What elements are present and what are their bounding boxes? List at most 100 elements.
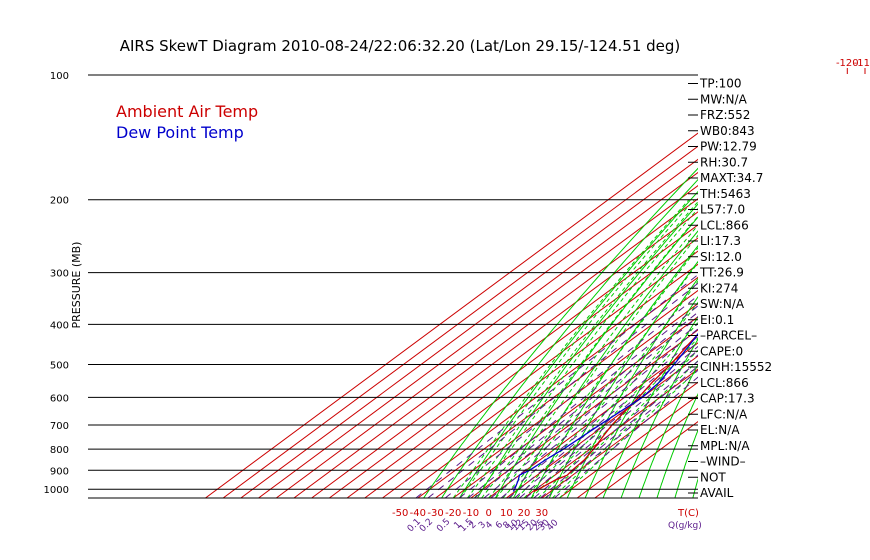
dry-adiabat [494,216,698,498]
mixing-ratio-label: 0.2 [418,517,435,534]
pressure-tick-700: 700 [50,421,69,432]
moist-adiabat [523,301,698,498]
mixing-ratio-line [415,274,698,498]
isotherm [311,211,698,498]
dry-adiabat [459,190,698,498]
index-entry: MPL:N/A [700,439,750,453]
index-entry: AVAIL [700,486,734,500]
pressure-tick-900: 900 [50,466,69,477]
index-entry: EL:N/A [700,423,740,437]
moist-adiabat [459,199,695,498]
isotherm [329,224,698,498]
mixing-ratio-label: 1 [452,520,463,531]
bottom-tick-label: 20 [518,508,531,519]
plot-area [205,75,870,498]
index-entry: SI:12.0 [700,250,742,264]
index-entry: –WIND– [700,455,746,469]
pressure-axis: 100 200 300 400 500 600 700 800 900 1000 [44,71,69,496]
top-tick-label: -120 [836,58,859,69]
mixing-ratio-line [467,311,698,498]
mixing-ratio-line [444,294,698,498]
mixing-ratio-line [427,282,698,498]
dry-adiabat [638,363,698,498]
bottom-tick-label: 10 [500,508,513,519]
isobar-lines [88,74,698,499]
isotherm [594,420,698,498]
legend-dew-point-temp: Dew Point Temp [116,123,244,142]
bottom-tick-label: -10 [463,508,479,519]
mixing-ratio-line [483,323,698,498]
moist-adiabat [509,262,698,498]
index-entry: NOT [700,470,726,484]
bottom-tick-label: -40 [410,508,426,519]
pressure-tick-800: 800 [50,445,69,456]
pressure-tick-1000: 1000 [44,485,69,496]
moist-adiabat [530,321,698,498]
isotherm [399,276,698,498]
dry-adiabat [602,316,698,498]
mixing-ratio-label: 3 [477,520,488,531]
moist-adiabat [467,201,698,498]
mixing-ratio-label: 6 [494,520,505,531]
moist-adiabat [516,280,698,498]
isotherm [576,407,698,498]
isotherm [258,171,698,498]
bottom-tick-label: -20 [445,508,461,519]
moist-adiabat [481,215,698,498]
dry-adiabat [801,75,870,498]
moist-adiabat [488,224,698,498]
mixing-ratio-line [514,345,698,498]
index-entry: EI:0.1 [700,313,734,327]
dry-adiabat [530,244,698,498]
mixing-ratio-unit: Q(g/kg) [668,521,702,531]
moist-adiabat [474,207,698,498]
index-entry: KI:274 [700,281,738,295]
index-entry: FRZ:552 [700,108,750,122]
dry-adiabat [620,338,698,498]
index-entry: SW:N/A [700,297,745,311]
pressure-tick-500: 500 [50,361,69,372]
mixing-ratio-line [500,335,698,498]
index-entry: TP:100 [699,77,742,91]
top-temperature-axis: -120-110-100-90-80-70-60-50-40 [836,58,870,74]
index-entry: WB0:843 [700,124,755,138]
pressure-tick-600: 600 [50,393,69,404]
index-entry: LCL:866 [700,218,749,232]
bottom-axis-unit: T(C) [677,508,699,519]
index-entry: LI:17.3 [700,234,741,248]
mixing-ratio-line [490,328,698,498]
index-entry: LFC:N/A [700,407,748,421]
mixing-ratio-label: 40 [545,518,560,533]
mixing-ratio-label: 4 [484,520,495,531]
bottom-tick-label: -50 [392,508,408,519]
dry-adiabat [423,167,698,498]
dry-adiabat [819,75,870,498]
chart-title: AIRS SkewT Diagram 2010-08-24/22:06:32.2… [120,37,681,55]
mixing-ratio-label: 2 [468,520,479,531]
mixing-ratio-line [508,341,698,498]
pressure-tick-400: 400 [50,320,69,331]
isotherm [293,198,698,498]
top-tick-label: -110 [854,58,870,69]
dry-adiabat [837,75,870,498]
dry-adiabat [656,392,698,498]
moist-adiabat [544,349,698,498]
bottom-tick-label: 30 [535,508,548,519]
dry-adiabat [441,178,698,498]
index-entry: CINH:15552 [700,360,772,374]
series-line-ambient-air-temp [533,333,698,493]
isotherm [382,263,698,498]
dry-adiabat [566,277,698,498]
isotherm [559,394,698,498]
index-entry: CAP:17.3 [700,392,755,406]
isotherm [417,289,698,498]
index-entry: –PARCEL– [700,329,757,343]
isotherm [435,302,698,498]
moist-adiabat [502,246,698,498]
pressure-tick-100: 100 [50,71,69,82]
mixing-ratio-label: 8 [502,520,513,531]
bottom-temperature-axis: -50 -40 -30 -20 -10 0 10 20 30 T(C) [392,508,699,519]
